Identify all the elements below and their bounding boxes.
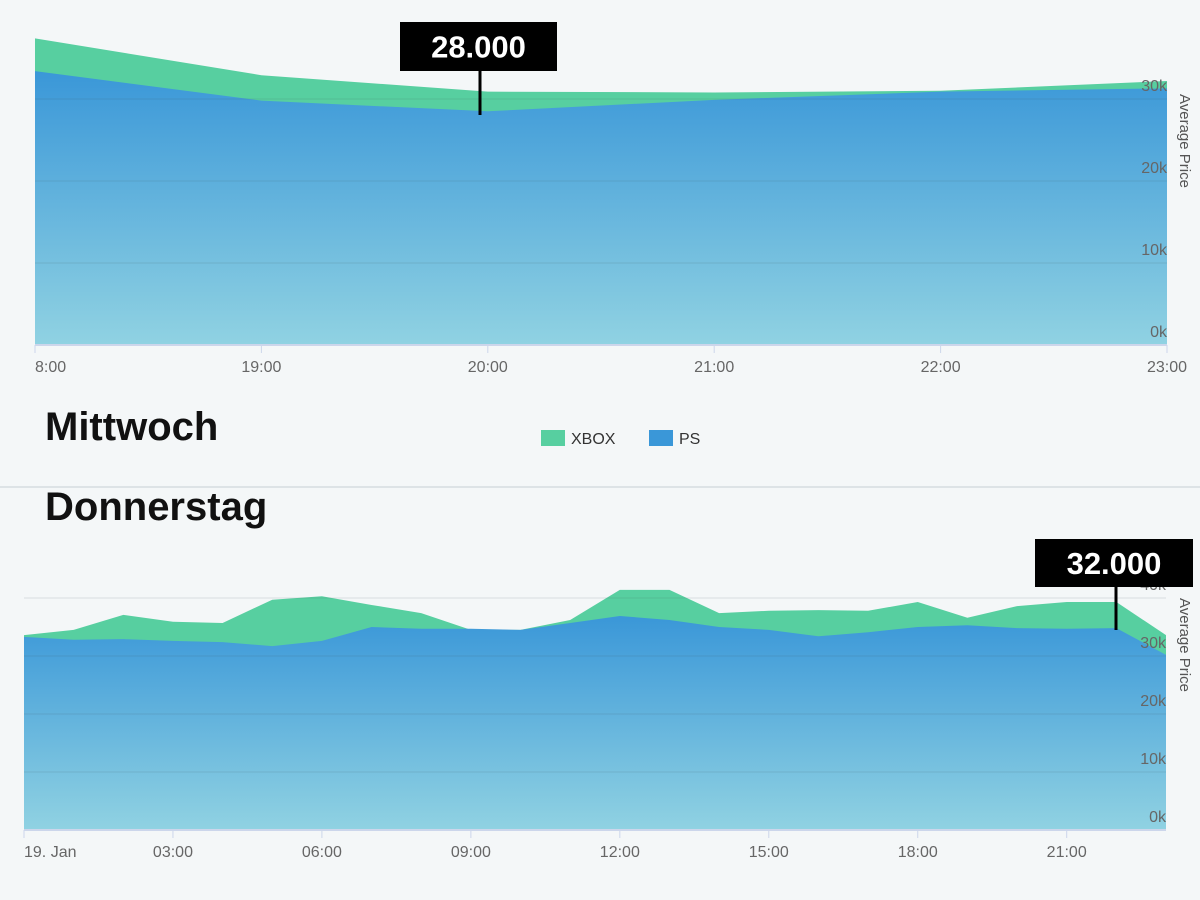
annotation: 28.000 (431, 30, 526, 65)
y-tick-label: 30k (1140, 635, 1167, 652)
legend-swatch (541, 430, 565, 446)
chart-title: Mittwoch (45, 405, 218, 449)
x-tick-label: 18:00 (898, 844, 938, 861)
y-tick-label: 10k (1141, 242, 1168, 259)
x-tick-label: 19:00 (241, 359, 281, 376)
legend-label: XBOX (571, 431, 616, 448)
y-tick-label: 20k (1141, 160, 1168, 177)
legend-swatch (649, 430, 673, 446)
annotation-box (400, 22, 557, 71)
x-tick-label: 20:00 (468, 359, 508, 376)
y-tick-label: 30k (1141, 78, 1168, 95)
area (24, 615, 1166, 830)
y-axis-label: Average Price (1176, 598, 1193, 692)
legend-label: PS (679, 431, 700, 448)
x-tick-label: 03:00 (153, 844, 193, 861)
x-tick-label: 21:00 (694, 359, 734, 376)
x-tick-label: 21:00 (1047, 844, 1087, 861)
x-tick-label: 19. Jan (24, 844, 76, 861)
chart-title: Donnerstag (45, 485, 267, 529)
y-tick-label: 20k (1140, 693, 1167, 710)
annotation: 32.000 (1067, 546, 1162, 581)
x-tick-label: 15:00 (749, 844, 789, 861)
y-tick-label: 0k (1150, 324, 1168, 341)
x-tick-label: 12:00 (600, 844, 640, 861)
y-axis-label: Average Price (1176, 94, 1193, 188)
area (35, 71, 1167, 346)
x-tick-label: 23:00 (1147, 359, 1187, 376)
annotation-box (1035, 539, 1193, 587)
x-tick-label: 06:00 (302, 844, 342, 861)
x-tick-label: 8:00 (35, 359, 66, 376)
y-tick-label: 10k (1140, 751, 1167, 768)
y-tick-label: 0k (1149, 809, 1167, 826)
x-tick-label: 09:00 (451, 844, 491, 861)
x-tick-label: 22:00 (921, 359, 961, 376)
